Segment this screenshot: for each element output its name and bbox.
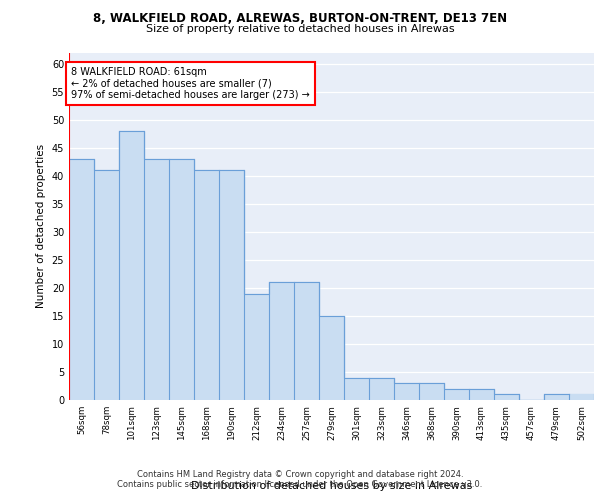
Polygon shape — [69, 131, 594, 400]
Y-axis label: Number of detached properties: Number of detached properties — [36, 144, 46, 308]
X-axis label: Distribution of detached houses by size in Alrewas: Distribution of detached houses by size … — [191, 482, 472, 492]
Text: Size of property relative to detached houses in Alrewas: Size of property relative to detached ho… — [146, 24, 454, 34]
Text: 8, WALKFIELD ROAD, ALREWAS, BURTON-ON-TRENT, DE13 7EN: 8, WALKFIELD ROAD, ALREWAS, BURTON-ON-TR… — [93, 12, 507, 26]
Text: 8 WALKFIELD ROAD: 61sqm
← 2% of detached houses are smaller (7)
97% of semi-deta: 8 WALKFIELD ROAD: 61sqm ← 2% of detached… — [71, 66, 310, 100]
Text: Contains HM Land Registry data © Crown copyright and database right 2024.
Contai: Contains HM Land Registry data © Crown c… — [118, 470, 482, 489]
